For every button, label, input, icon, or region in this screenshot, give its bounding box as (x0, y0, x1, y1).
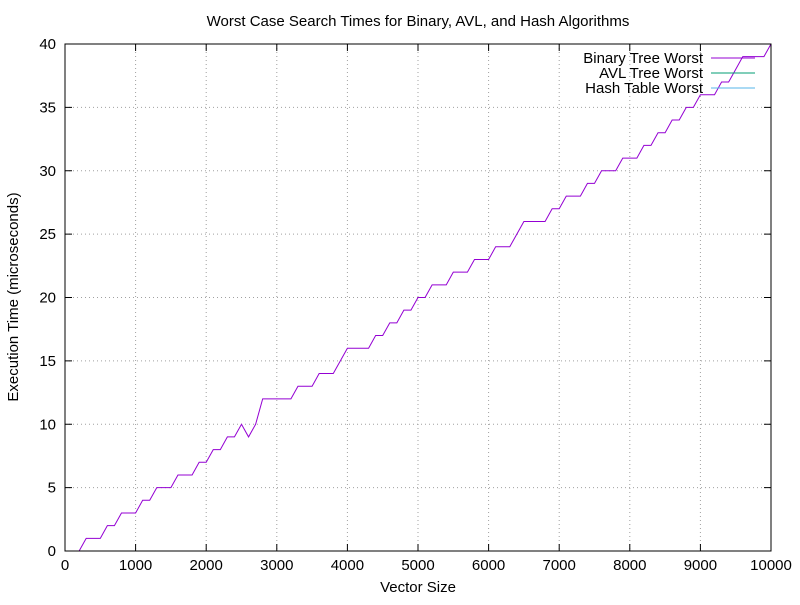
x-tick-label: 6000 (472, 557, 505, 574)
x-tick-label: 2000 (190, 557, 223, 574)
y-tick-label: 15 (39, 353, 56, 370)
x-tick-label: 5000 (401, 557, 434, 574)
x-tick-label: 7000 (543, 557, 576, 574)
x-tick-label: 3000 (260, 557, 293, 574)
y-tick-label: 35 (39, 99, 56, 116)
y-axis-label: Execution Time (microseconds) (5, 192, 22, 401)
legend-label: Hash Table Worst (585, 80, 704, 97)
y-tick-label: 5 (48, 480, 56, 497)
x-axis-label: Vector Size (380, 579, 456, 596)
series-line-binary-tree-worst (72, 43, 772, 552)
x-tick-label: 9000 (684, 557, 717, 574)
y-tick-label: 10 (39, 416, 56, 433)
chart-title: Worst Case Search Times for Binary, AVL,… (207, 13, 630, 30)
x-tick-label: 1000 (119, 557, 152, 574)
legend-label: Binary Tree Worst (583, 50, 704, 67)
x-tick-label: 0 (61, 557, 69, 574)
x-tick-label: 8000 (613, 557, 646, 574)
y-tick-label: 0 (48, 543, 56, 560)
x-tick-label: 10000 (750, 557, 792, 574)
axis-ticks: 0 1000 2000 3000 4000 5000 6000 7000 8000 9000 100… (39, 36, 792, 574)
y-tick-label: 40 (39, 36, 56, 53)
y-tick-label: 30 (39, 163, 56, 180)
y-tick-label: 20 (39, 290, 56, 307)
y-tick-label: 25 (39, 226, 56, 243)
grid (65, 44, 771, 551)
x-tick-label: 4000 (331, 557, 364, 574)
legend-label: AVL Tree Worst (599, 65, 704, 82)
